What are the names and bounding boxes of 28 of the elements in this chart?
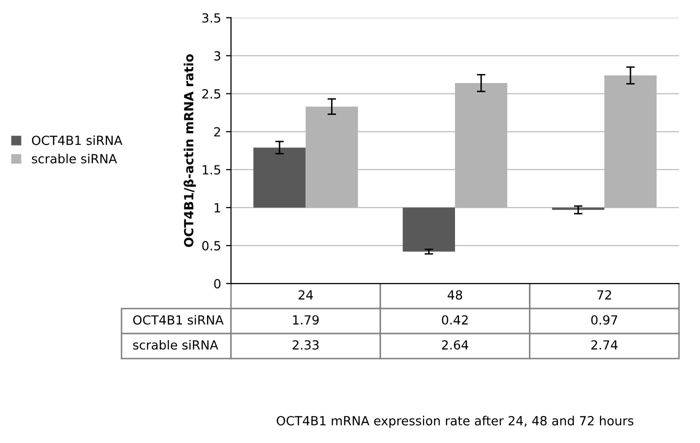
legend-label: OCT4B1 siRNA: [32, 135, 122, 146]
y-tick-label: 0: [214, 278, 220, 288]
text: OCT4B1 mRNA expression rate after 24, 48 and 72 hours: [276, 416, 634, 428]
data-label: 2.64: [442, 340, 468, 350]
y-tick-label: 0.5: [202, 241, 220, 250]
data-label: 2.74: [591, 340, 618, 350]
text: scrable siRNA: [133, 340, 218, 350]
legend-label: scrable siRNA: [32, 154, 117, 164]
data-label: 1.79: [293, 315, 319, 325]
data-label: 0.97: [591, 315, 618, 325]
y-tick-label: 3.5: [202, 13, 220, 23]
bar: [306, 106, 358, 208]
y-tick-label: 2: [214, 127, 220, 136]
x-tick-label: 48: [448, 290, 462, 300]
bar: [604, 75, 657, 208]
x-tick-label: 72: [597, 290, 612, 300]
y-tick-label: 3: [214, 51, 220, 61]
text: OCT4B1 siRNA: [133, 314, 224, 325]
data-label: 2.33: [292, 340, 319, 350]
y-tick-label: 2.5: [202, 89, 220, 99]
bar: [455, 83, 508, 208]
y-tick-label: 1: [214, 203, 220, 212]
x-tick-label: 24: [298, 290, 313, 300]
data-label: 0.42: [442, 315, 468, 325]
bar: [402, 208, 455, 252]
y-tick-label: 1.5: [202, 165, 220, 175]
bar: [253, 148, 306, 208]
y-axis-title: OCT4B1/β-actin mRNA ratio: [184, 54, 196, 247]
